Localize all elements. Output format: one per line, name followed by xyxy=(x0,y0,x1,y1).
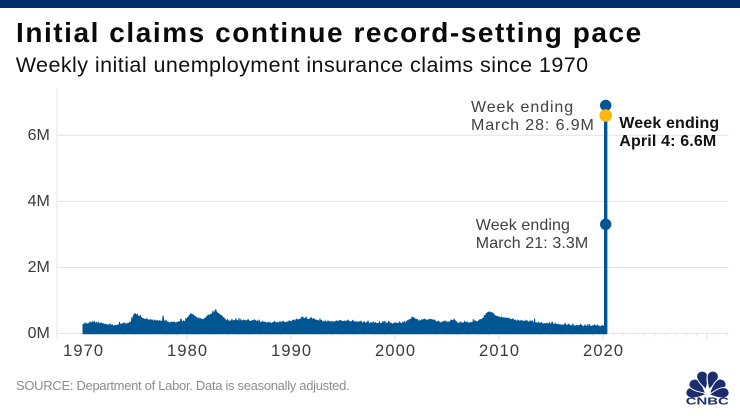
svg-text:CNBC: CNBC xyxy=(686,397,730,408)
